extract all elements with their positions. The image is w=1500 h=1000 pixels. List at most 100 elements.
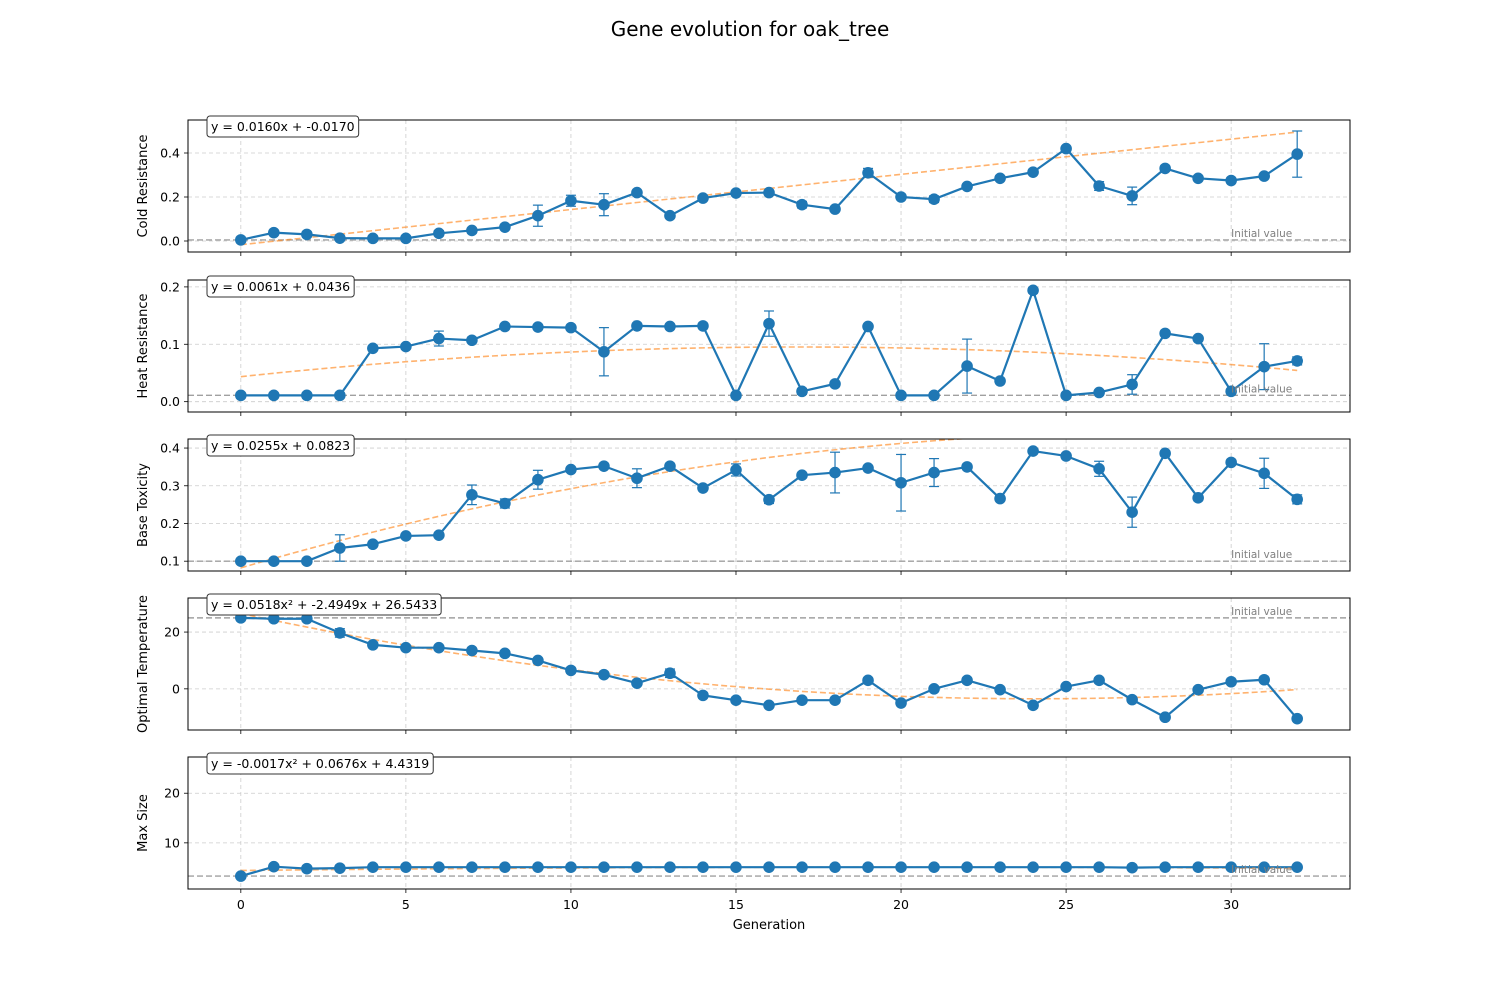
data-point bbox=[466, 644, 478, 657]
fit-equation: y = 0.0255x + 0.0823 bbox=[211, 438, 350, 453]
data-point bbox=[598, 198, 610, 211]
y-axis-label: Heat Resistance bbox=[136, 293, 151, 398]
data-point bbox=[1225, 456, 1237, 469]
data-point bbox=[829, 466, 841, 479]
data-point bbox=[796, 469, 808, 482]
plot-area bbox=[188, 284, 1350, 402]
data-point bbox=[631, 320, 643, 332]
data-point bbox=[532, 654, 544, 667]
data-point bbox=[1093, 861, 1105, 873]
data-point bbox=[1126, 861, 1138, 874]
data-point bbox=[631, 472, 643, 485]
y-tick-label: 0.0 bbox=[160, 234, 180, 249]
data-point bbox=[598, 861, 610, 873]
y-tick-label: 20 bbox=[164, 625, 180, 640]
data-point bbox=[994, 683, 1006, 696]
data-point bbox=[400, 641, 412, 654]
data-point bbox=[565, 861, 577, 873]
data-point bbox=[301, 389, 313, 402]
data-point bbox=[235, 389, 247, 402]
data-point bbox=[1126, 506, 1138, 518]
data-point bbox=[433, 227, 445, 240]
data-point bbox=[862, 674, 874, 687]
axes-frame bbox=[187, 756, 1351, 890]
x-tick-label: 30 bbox=[1223, 897, 1239, 912]
data-point bbox=[763, 861, 775, 873]
trend-fit-line bbox=[240, 439, 971, 569]
data-point bbox=[400, 340, 412, 353]
y-tick-label: 0.2 bbox=[160, 279, 180, 294]
data-point bbox=[1291, 712, 1303, 725]
data-point bbox=[532, 473, 544, 486]
data-point bbox=[334, 542, 346, 554]
data-point bbox=[862, 861, 874, 873]
data-point bbox=[268, 226, 280, 239]
y-tick-label: 10 bbox=[164, 835, 180, 850]
data-point bbox=[895, 389, 907, 402]
data-point bbox=[1225, 385, 1237, 398]
data-point bbox=[961, 360, 973, 372]
data-point bbox=[1060, 861, 1072, 873]
x-tick-label: 15 bbox=[728, 897, 744, 912]
initial-value-label: Initial value bbox=[1231, 864, 1292, 876]
data-point bbox=[466, 489, 478, 501]
data-point bbox=[664, 667, 676, 680]
subplot-5: 10 20 Initial value y = -0.0017x² + 0.0676x… bbox=[136, 752, 1351, 912]
data-point bbox=[796, 694, 808, 706]
plot-area bbox=[188, 612, 1350, 725]
data-point bbox=[565, 664, 577, 677]
data-point bbox=[928, 466, 940, 479]
plot-area bbox=[188, 130, 1350, 246]
data-point bbox=[928, 683, 940, 695]
data-point bbox=[532, 321, 544, 333]
data-point bbox=[1159, 711, 1171, 724]
data-point bbox=[235, 234, 247, 246]
data-point bbox=[1027, 861, 1039, 873]
data-point bbox=[367, 342, 379, 355]
data-point bbox=[730, 389, 742, 402]
data-point bbox=[664, 209, 676, 222]
data-point bbox=[1225, 675, 1237, 688]
y-axis-label: Max Size bbox=[136, 794, 151, 852]
data-point bbox=[1027, 166, 1039, 178]
data-point bbox=[499, 647, 511, 660]
data-point bbox=[334, 232, 346, 244]
data-point bbox=[400, 861, 412, 873]
fit-equation: y = -0.0017x² + 0.0676x + 4.4319 bbox=[211, 756, 429, 771]
data-point bbox=[1159, 162, 1171, 175]
fit-equation: y = 0.0160x + -0.0170 bbox=[211, 119, 355, 134]
data-point bbox=[532, 209, 544, 222]
initial-value-label: Initial value bbox=[1231, 228, 1292, 240]
data-point bbox=[1258, 467, 1270, 480]
data-point bbox=[499, 861, 511, 873]
y-tick-label: 0.1 bbox=[160, 554, 180, 569]
data-point bbox=[499, 221, 511, 233]
data-point bbox=[1192, 492, 1204, 504]
x-axis-label: Generation bbox=[733, 918, 806, 933]
data-point bbox=[829, 203, 841, 215]
data-point bbox=[730, 694, 742, 706]
data-point bbox=[697, 192, 709, 204]
data-point bbox=[301, 228, 313, 241]
initial-value-label: Initial value bbox=[1231, 383, 1292, 395]
data-point bbox=[664, 861, 676, 873]
data-point bbox=[1192, 861, 1204, 873]
data-point bbox=[466, 224, 478, 237]
data-point bbox=[829, 378, 841, 390]
data-point bbox=[664, 460, 676, 472]
data-point bbox=[928, 389, 940, 402]
y-tick-label: 0 bbox=[172, 681, 180, 696]
data-point bbox=[730, 464, 742, 476]
fit-equation-box bbox=[206, 115, 360, 138]
data-point bbox=[598, 460, 610, 472]
data-point bbox=[1225, 861, 1237, 873]
subplot-2: 0.0 0.1 0.2 Initial value y = 0.0061x + 0.04… bbox=[136, 275, 1351, 416]
fit-equation: y = 0.0518x² + -2.4949x + 26.5433 bbox=[211, 597, 437, 612]
trend-fit-line bbox=[240, 612, 1298, 700]
x-tick-label: 0 bbox=[237, 897, 245, 912]
data-point bbox=[1291, 861, 1303, 873]
subplot-4: 0 20 Initial value y = 0.0518x² + -2.4949x … bbox=[136, 593, 1351, 734]
data-point bbox=[268, 612, 280, 625]
data-point bbox=[1126, 190, 1138, 202]
